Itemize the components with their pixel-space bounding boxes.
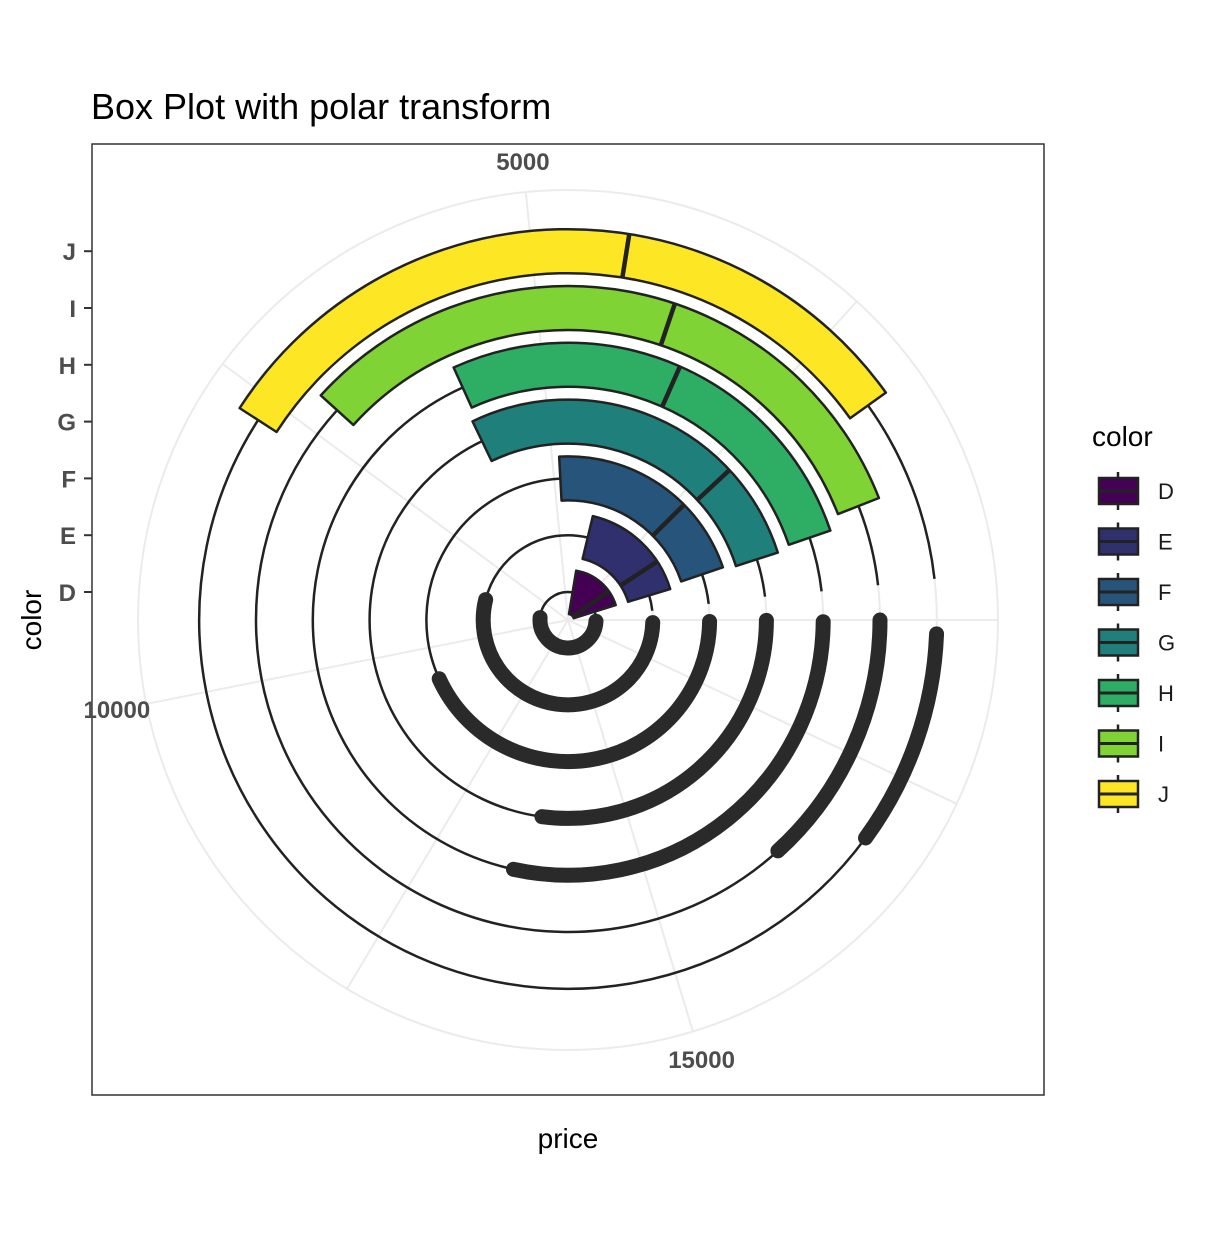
y-ticks: D E F G H I J bbox=[57, 239, 92, 607]
legend-item-E: E bbox=[1097, 522, 1173, 561]
box-D bbox=[567, 569, 617, 620]
median-H bbox=[660, 365, 683, 408]
legend-label: F bbox=[1158, 580, 1171, 605]
y-tick-label: H bbox=[59, 353, 76, 380]
legend-item-J: J bbox=[1097, 775, 1169, 813]
legend-item-F: F bbox=[1097, 573, 1171, 611]
whisker-high-E bbox=[484, 533, 589, 600]
whisker-high-H bbox=[311, 386, 514, 871]
boxes bbox=[238, 227, 888, 620]
box-I bbox=[319, 284, 881, 516]
whiskers bbox=[197, 386, 936, 991]
median-F bbox=[651, 503, 686, 538]
legend-title: color bbox=[1092, 421, 1153, 452]
median-E bbox=[619, 559, 659, 588]
whisker-high-G bbox=[368, 440, 543, 818]
whisker-low-H bbox=[808, 537, 823, 592]
box-G bbox=[471, 398, 780, 568]
grid-spoke bbox=[567, 619, 694, 1032]
whisker-high-I bbox=[254, 409, 779, 934]
whisker-high-J bbox=[197, 419, 867, 991]
box-H bbox=[452, 341, 832, 547]
grid-spoke bbox=[346, 619, 569, 990]
outliers bbox=[431, 592, 945, 883]
y-tick-label: D bbox=[59, 580, 76, 607]
box-F bbox=[557, 455, 725, 583]
outliers-E bbox=[475, 592, 661, 713]
outliers-D bbox=[532, 610, 604, 656]
legend-items: D EF GH IJ bbox=[1097, 472, 1175, 813]
x-axis-title: price bbox=[538, 1123, 599, 1154]
outliers-H bbox=[505, 614, 831, 883]
y-tick-label: I bbox=[69, 296, 76, 323]
y-tick-label: E bbox=[60, 523, 76, 550]
x-tick-label: 5000 bbox=[496, 149, 549, 176]
legend-item-H: H bbox=[1097, 674, 1174, 712]
grid-spoke bbox=[567, 619, 958, 805]
median-I bbox=[658, 302, 678, 346]
legend-item-D: D bbox=[1097, 472, 1174, 510]
legend-item-G: G bbox=[1097, 623, 1175, 662]
x-tick-label: 10000 bbox=[83, 697, 150, 724]
x-tick-label: 15000 bbox=[668, 1047, 735, 1074]
median-G bbox=[695, 468, 732, 502]
y-tick-label: F bbox=[61, 466, 76, 493]
box-J bbox=[238, 227, 888, 434]
legend-label: J bbox=[1158, 782, 1169, 807]
y-tick-label: G bbox=[57, 410, 76, 437]
legend-label: E bbox=[1158, 530, 1173, 555]
legend-label: G bbox=[1158, 631, 1175, 656]
legend-label: H bbox=[1158, 681, 1174, 706]
legend-label: D bbox=[1158, 479, 1174, 504]
whisker-low-I bbox=[857, 505, 880, 586]
x-ticks: 5000 10000 15000 bbox=[83, 149, 734, 1074]
box-E bbox=[581, 514, 672, 604]
outliers-G bbox=[534, 612, 774, 826]
outliers-F bbox=[431, 614, 718, 770]
grid-spoke bbox=[146, 619, 569, 705]
legend: color D EF GH IJ bbox=[1092, 421, 1175, 813]
median-D bbox=[571, 589, 611, 619]
outliers-I bbox=[770, 612, 888, 859]
whisker-high-F bbox=[425, 477, 561, 680]
y-tick-label: J bbox=[63, 239, 76, 266]
legend-item-I: I bbox=[1097, 724, 1164, 763]
whisker-low-J bbox=[866, 404, 936, 579]
outliers-J bbox=[858, 626, 945, 846]
legend-label: I bbox=[1158, 732, 1164, 757]
median-J bbox=[620, 233, 632, 278]
y-axis-title: color bbox=[16, 590, 47, 651]
chart-title: Box Plot with polar transform bbox=[91, 86, 551, 127]
